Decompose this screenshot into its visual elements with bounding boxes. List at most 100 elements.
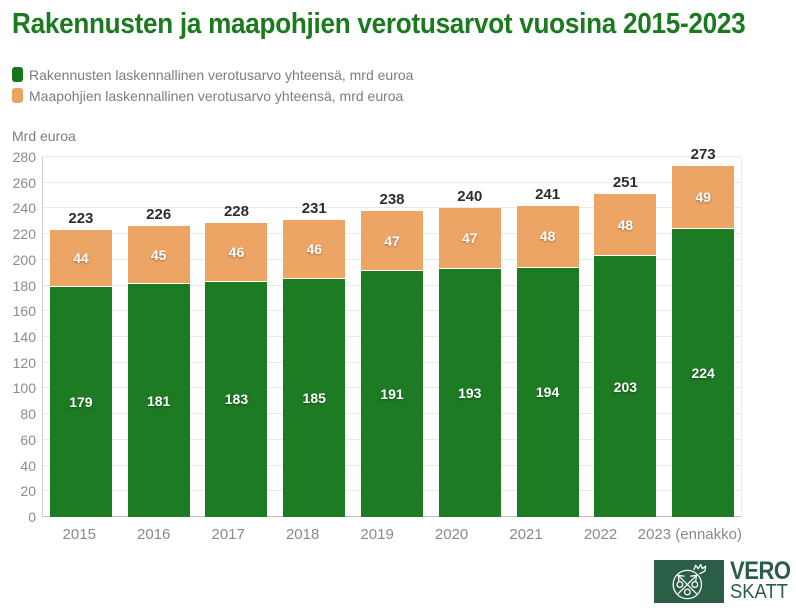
bar-segment-land-value: 48 <box>539 228 556 245</box>
y-axis-tick: 160 <box>12 303 36 320</box>
bar-stack: 48 194 <box>516 205 579 517</box>
bar-segment-buildings: 183 <box>205 281 268 517</box>
y-axis-tick: 100 <box>12 380 36 397</box>
bar-slot: 228 46 183 <box>198 157 276 517</box>
y-axis-ticks: 0 20 40 60 80 100 120 140 160 180 200 220 240 260 280 <box>0 149 36 525</box>
legend-item-land: Maapohjien laskennallinen verotusarvo yh… <box>12 85 413 106</box>
bar-segment-buildings-value: 194 <box>535 384 560 401</box>
bar-segment-buildings: 203 <box>594 256 657 517</box>
bar-total-label: 241 <box>535 185 561 203</box>
y-axis-tick: 200 <box>12 251 36 268</box>
x-axis-label: 2023 (ennakko) <box>637 526 742 543</box>
bar-total-label: 231 <box>301 200 327 218</box>
bar-slot: 231 46 185 <box>275 157 353 517</box>
y-axis-tick: 60 <box>20 431 36 448</box>
bar-segment-land-value: 47 <box>384 232 400 249</box>
y-axis-tick: 280 <box>12 149 36 165</box>
stacked-bar-chart: 0 20 40 60 80 100 120 140 160 180 200 220 240 260 280 … <box>0 146 796 560</box>
bar-segment-buildings: 179 <box>49 286 112 517</box>
y-axis-tick: 220 <box>12 226 36 243</box>
bar-slot: 241 48 194 <box>509 157 587 517</box>
bar-segment-land: 48 <box>594 194 657 255</box>
bar-total-label: 226 <box>146 206 172 224</box>
bar-total-label: 238 <box>379 191 405 209</box>
y-axis-tick: 120 <box>12 354 36 371</box>
legend-item-buildings: Rakennusten laskennallinen verotusarvo y… <box>12 64 413 85</box>
bar-total-label: 223 <box>68 210 94 228</box>
vero-skatt-logo: VERO SKATT <box>654 559 796 603</box>
x-axis-label: 2019 <box>360 526 394 543</box>
x-axis-label: 2017 <box>211 526 245 543</box>
x-axis-label: 2018 <box>285 526 320 543</box>
bar-total-label: 251 <box>612 174 638 192</box>
y-axis-tick: 0 <box>28 509 36 525</box>
bar-slot: 251 48 203 <box>586 157 664 517</box>
bar-segment-land: 49 <box>672 166 735 228</box>
chart-legend: Rakennusten laskennallinen verotusarvo y… <box>12 64 413 106</box>
vero-logo-line2: SKATT <box>730 581 788 603</box>
bar-slot: 238 47 191 <box>353 157 431 517</box>
bar-segment-buildings: 194 <box>516 267 579 517</box>
legend-label-land: Maapohjien laskennallinen verotusarvo yh… <box>29 87 404 104</box>
x-axis-label: 2020 <box>434 526 469 543</box>
x-axis-labels: 2015 2016 2017 2018 2019 2020 2021 2022 2023 (en… <box>42 517 742 543</box>
x-axis-label: 2016 <box>137 526 171 543</box>
bar-segment-land: 47 <box>438 208 501 268</box>
bar-slot: 226 45 181 <box>120 157 198 517</box>
bar-segment-land: 48 <box>516 205 579 267</box>
vero-emblem-icon <box>672 563 707 599</box>
bar-segment-land-value: 46 <box>306 241 323 258</box>
y-axis-tick: 240 <box>12 200 36 217</box>
bar-segment-land-value: 49 <box>695 189 711 205</box>
y-axis-tick: 180 <box>12 277 36 294</box>
bars-container: 223 44 179 226 45 181 228 46 183 231 46 185 238 47 191… <box>42 146 742 517</box>
bar-segment-buildings-value: 179 <box>69 393 93 410</box>
y-axis-tick: 140 <box>12 329 36 345</box>
bar-stack: 46 183 <box>205 222 268 517</box>
bar-stack: 47 193 <box>438 208 501 517</box>
bar-segment-buildings: 193 <box>438 268 501 517</box>
bar-segment-buildings-value: 185 <box>302 390 326 407</box>
vero-logo-text: VERO SKATT <box>730 559 796 603</box>
y-axis-tick: 20 <box>20 483 36 500</box>
bar-total-label: 273 <box>690 146 716 163</box>
bar-stack: 45 181 <box>127 226 190 517</box>
bar-segment-land: 45 <box>127 226 190 284</box>
vero-logo-box <box>654 560 724 603</box>
x-axis-label: 2022 <box>583 526 618 543</box>
bar-segment-land-value: 48 <box>617 216 634 233</box>
bar-segment-buildings-value: 203 <box>613 378 638 395</box>
bar-segment-buildings-value: 183 <box>224 391 249 408</box>
bar-slot: 240 47 193 <box>431 157 509 517</box>
bar-total-label: 240 <box>457 188 483 206</box>
bar-segment-land: 47 <box>361 211 424 271</box>
legend-swatch-land-icon <box>12 88 23 103</box>
bar-segment-land-value: 47 <box>462 230 478 247</box>
bar-segment-buildings-value: 193 <box>458 384 482 401</box>
bar-segment-land: 44 <box>49 230 112 286</box>
gridline <box>43 207 741 209</box>
legend-label-buildings: Rakennusten laskennallinen verotusarvo y… <box>29 66 414 83</box>
bar-slot: 223 44 179 <box>42 157 120 517</box>
bar-stack: 49 224 <box>672 166 735 517</box>
bar-segment-land-value: 46 <box>228 243 245 260</box>
bar-segment-land-value: 45 <box>150 246 167 263</box>
bar-segment-land: 46 <box>283 220 346 279</box>
bar-segment-buildings-value: 191 <box>380 386 404 403</box>
page-title: Rakennusten ja maapohjien verotusarvot v… <box>12 8 746 40</box>
x-axis-label: 2015 <box>62 526 96 543</box>
legend-swatch-buildings-icon <box>12 67 23 82</box>
bar-segment-land: 46 <box>205 222 268 281</box>
bar-slot: 273 49 224 <box>664 146 742 517</box>
y-axis-tick: 80 <box>20 406 36 423</box>
bar-segment-buildings: 181 <box>127 284 190 517</box>
bar-segment-buildings: 185 <box>283 279 346 517</box>
bar-segment-buildings-value: 181 <box>146 392 171 409</box>
gridline <box>43 181 741 183</box>
bar-segment-buildings: 224 <box>672 229 735 517</box>
bar-segment-buildings: 191 <box>361 271 424 517</box>
y-axis-tick: 260 <box>12 174 36 191</box>
bar-segment-buildings-value: 224 <box>691 365 715 381</box>
bar-segment-land-value: 44 <box>73 250 89 267</box>
bar-stack: 44 179 <box>49 230 112 517</box>
